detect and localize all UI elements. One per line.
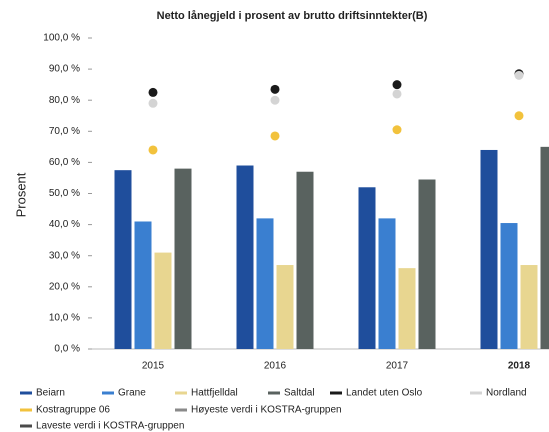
y-tick-label: 70,0 % (49, 126, 80, 137)
point (514, 111, 524, 121)
bar (296, 171, 314, 349)
x-tick-label: 2015 (142, 361, 165, 372)
bar (134, 221, 152, 349)
legend-label: Laveste verdi i KOSTRA-gruppen (36, 421, 184, 432)
bar (276, 265, 294, 349)
x-tick-label: 2016 (264, 361, 287, 372)
x-tick-label: 2018 (508, 361, 531, 372)
bar (256, 218, 274, 349)
legend-label: Hattfjelldal (191, 388, 238, 399)
y-tick-label: 0,0 % (54, 344, 80, 355)
y-axis-label: Prosent (13, 172, 28, 217)
point (148, 98, 158, 108)
bar (480, 149, 498, 349)
legend-label: Beiarn (36, 388, 65, 399)
point (392, 125, 402, 135)
point (270, 95, 280, 105)
point (514, 70, 524, 80)
legend-label: Landet uten Oslo (346, 388, 423, 399)
y-tick-label: 50,0 % (49, 188, 80, 199)
bar (378, 218, 396, 349)
point (392, 89, 402, 99)
y-tick-label: 90,0 % (49, 64, 80, 75)
x-tick-label: 2017 (386, 361, 409, 372)
point (148, 145, 158, 155)
point (392, 80, 402, 90)
bar (398, 268, 416, 349)
y-tick-label: 30,0 % (49, 250, 80, 261)
point (270, 131, 280, 141)
legend-label: Nordland (486, 388, 527, 399)
legend-label: Kostragruppe 06 (36, 405, 110, 416)
point (148, 87, 158, 97)
y-tick-label: 100,0 % (43, 33, 80, 44)
legend-label: Saltdal (284, 388, 315, 399)
y-tick-label: 60,0 % (49, 157, 80, 168)
bar (520, 265, 538, 349)
bar (174, 168, 192, 349)
legend-label: Grane (118, 388, 146, 399)
bar (500, 223, 518, 349)
y-tick-label: 40,0 % (49, 219, 80, 230)
y-tick-label: 80,0 % (49, 95, 80, 106)
legend-label: Høyeste verdi i KOSTRA-gruppen (191, 405, 342, 416)
bar (540, 146, 549, 349)
point (270, 84, 280, 94)
bar (154, 252, 172, 349)
y-tick-label: 20,0 % (49, 281, 80, 292)
chart-title: Netto lånegjeld i prosent av brutto drif… (157, 10, 428, 22)
bar (358, 187, 376, 349)
y-tick-label: 10,0 % (49, 313, 80, 324)
bar (236, 165, 254, 349)
bar (114, 170, 132, 349)
bar (418, 179, 436, 349)
